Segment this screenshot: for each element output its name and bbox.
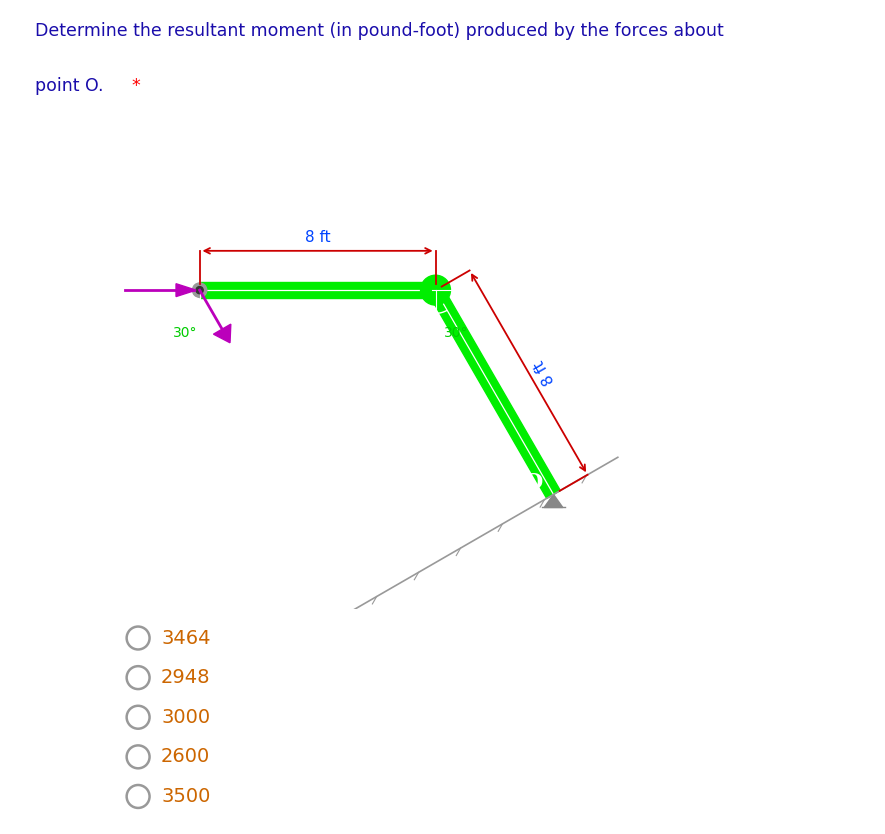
Polygon shape <box>200 282 443 298</box>
Text: *: * <box>132 78 140 95</box>
Polygon shape <box>428 286 560 499</box>
Circle shape <box>420 275 450 305</box>
Text: point O.: point O. <box>35 78 110 95</box>
Text: 3500: 3500 <box>161 787 211 806</box>
Text: Determine the resultant moment (in pound-foot) produced by the forces about: Determine the resultant moment (in pound… <box>35 23 724 40</box>
Text: 30°: 30° <box>444 325 468 339</box>
Text: $F_1$ = 200 lb: $F_1$ = 200 lb <box>205 379 301 399</box>
Text: $F_2$ = 300 lb: $F_2$ = 300 lb <box>0 264 66 284</box>
Circle shape <box>196 287 204 294</box>
Polygon shape <box>544 495 563 507</box>
Text: 8 ft: 8 ft <box>304 229 330 244</box>
Text: 3000: 3000 <box>161 708 210 726</box>
Text: 2948: 2948 <box>161 668 211 687</box>
Text: O: O <box>523 472 543 494</box>
Polygon shape <box>213 324 231 343</box>
Polygon shape <box>176 284 196 297</box>
Text: 30°: 30° <box>173 325 197 339</box>
Text: 2600: 2600 <box>161 747 211 766</box>
Text: 8 ft: 8 ft <box>531 358 558 388</box>
Circle shape <box>192 283 207 297</box>
Text: 3464: 3464 <box>161 629 211 647</box>
